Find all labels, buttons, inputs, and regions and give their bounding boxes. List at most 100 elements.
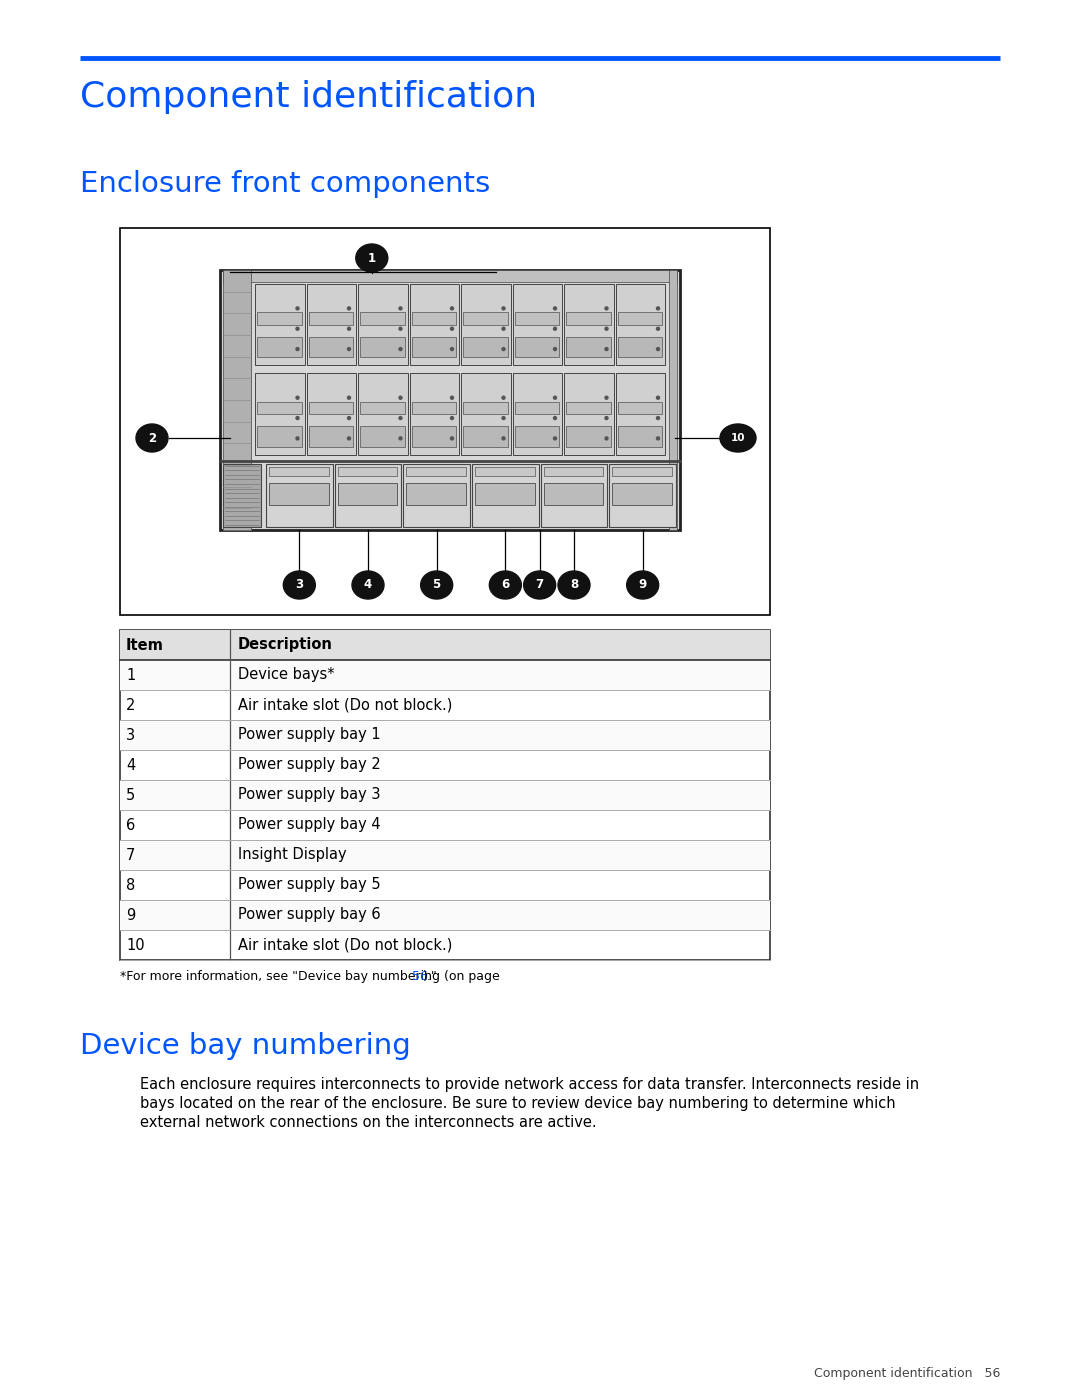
Bar — [257, 313, 301, 324]
Text: Power supply bay 4: Power supply bay 4 — [238, 817, 380, 833]
Bar — [357, 373, 407, 454]
Circle shape — [502, 416, 505, 419]
Circle shape — [399, 348, 402, 351]
Text: Power supply bay 6: Power supply bay 6 — [238, 908, 380, 922]
Text: 56: 56 — [413, 970, 428, 983]
Bar — [120, 659, 770, 690]
Circle shape — [296, 307, 299, 310]
Text: 3: 3 — [295, 578, 303, 591]
Ellipse shape — [558, 571, 590, 599]
Bar — [255, 284, 305, 366]
Circle shape — [348, 416, 351, 419]
Circle shape — [348, 348, 351, 351]
Bar — [475, 482, 535, 504]
Circle shape — [657, 437, 660, 440]
Circle shape — [450, 327, 454, 330]
Text: 10: 10 — [126, 937, 145, 953]
Bar — [269, 482, 328, 504]
Bar — [120, 840, 770, 870]
Bar — [120, 900, 770, 930]
Bar — [360, 402, 405, 414]
Circle shape — [399, 307, 402, 310]
Text: Air intake slot (Do not block.): Air intake slot (Do not block.) — [238, 697, 453, 712]
Bar — [463, 402, 508, 414]
Bar — [513, 373, 562, 454]
Bar — [257, 337, 301, 358]
Bar — [461, 373, 511, 454]
Bar — [612, 467, 672, 475]
Text: 9: 9 — [638, 578, 647, 591]
Bar — [360, 337, 405, 358]
Bar — [566, 402, 610, 414]
Bar — [120, 780, 770, 810]
Text: 3: 3 — [126, 728, 135, 742]
Bar — [463, 426, 508, 447]
Text: 4: 4 — [126, 757, 135, 773]
Bar — [461, 284, 511, 366]
Text: Description: Description — [238, 637, 333, 652]
Circle shape — [502, 307, 505, 310]
Circle shape — [399, 416, 402, 419]
Bar — [222, 270, 251, 529]
Text: 9: 9 — [126, 908, 135, 922]
Bar — [564, 284, 613, 366]
Bar — [257, 402, 301, 414]
Ellipse shape — [136, 425, 168, 453]
Circle shape — [450, 397, 454, 400]
Text: Component identification: Component identification — [80, 80, 537, 115]
Bar — [513, 284, 562, 366]
Circle shape — [657, 416, 660, 419]
Bar — [120, 630, 770, 960]
Text: 1: 1 — [126, 668, 135, 683]
Bar — [266, 464, 333, 527]
Circle shape — [605, 307, 608, 310]
Circle shape — [502, 397, 505, 400]
Ellipse shape — [421, 571, 453, 599]
Text: Power supply bay 5: Power supply bay 5 — [238, 877, 380, 893]
Bar — [564, 373, 613, 454]
Text: 6: 6 — [501, 578, 510, 591]
Bar — [475, 467, 535, 475]
Bar — [120, 719, 770, 750]
Bar — [222, 270, 677, 282]
Bar — [338, 482, 397, 504]
Bar — [309, 402, 353, 414]
Bar — [360, 426, 405, 447]
Bar — [543, 467, 604, 475]
Text: 8: 8 — [570, 578, 578, 591]
Circle shape — [657, 307, 660, 310]
Text: Enclosure front components: Enclosure front components — [80, 170, 490, 198]
Bar — [120, 630, 770, 659]
Circle shape — [450, 416, 454, 419]
Circle shape — [399, 437, 402, 440]
Bar — [514, 426, 559, 447]
Bar — [409, 284, 459, 366]
Circle shape — [554, 397, 556, 400]
Circle shape — [502, 437, 505, 440]
Bar — [616, 284, 665, 366]
Circle shape — [296, 437, 299, 440]
Circle shape — [657, 348, 660, 351]
Ellipse shape — [355, 244, 388, 272]
Circle shape — [554, 437, 556, 440]
Circle shape — [554, 416, 556, 419]
Text: Power supply bay 2: Power supply bay 2 — [238, 757, 381, 773]
Bar — [309, 313, 353, 324]
Circle shape — [348, 327, 351, 330]
Bar — [309, 337, 353, 358]
Bar — [360, 313, 405, 324]
Circle shape — [554, 327, 556, 330]
Text: 2: 2 — [126, 697, 135, 712]
Text: Each enclosure requires interconnects to provide network access for data transfe: Each enclosure requires interconnects to… — [140, 1077, 919, 1092]
Circle shape — [657, 327, 660, 330]
Circle shape — [554, 307, 556, 310]
Text: 4: 4 — [364, 578, 373, 591]
Text: ).": )." — [423, 970, 438, 983]
Circle shape — [554, 348, 556, 351]
Circle shape — [348, 437, 351, 440]
Text: Device bay numbering: Device bay numbering — [80, 1032, 410, 1060]
Ellipse shape — [720, 425, 756, 453]
Bar — [669, 270, 677, 529]
Bar — [335, 464, 402, 527]
Ellipse shape — [489, 571, 522, 599]
